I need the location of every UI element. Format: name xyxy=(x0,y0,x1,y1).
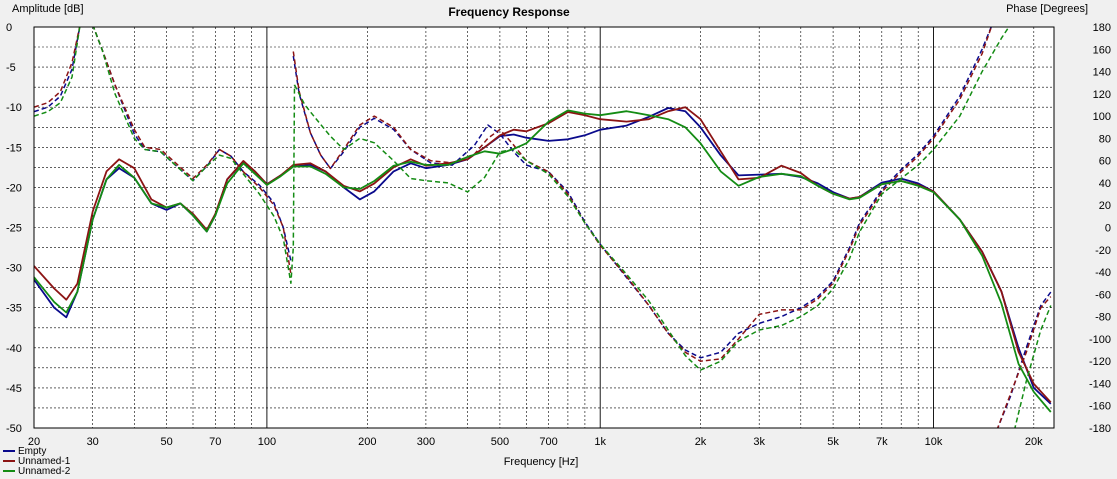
x-tick-label: 20k xyxy=(1025,436,1043,448)
phase-line xyxy=(34,27,81,113)
x-tick-label: 10k xyxy=(925,436,943,448)
x-tick-label: 20 xyxy=(28,436,40,448)
y-left-axis-label: Amplitude [dB] xyxy=(12,3,84,15)
phase-line xyxy=(996,291,1052,428)
series-group xyxy=(34,27,1052,428)
y-left-tick-label: -5 xyxy=(6,62,16,74)
x-tick-label: 700 xyxy=(539,436,557,448)
x-tick-label: 3k xyxy=(753,436,765,448)
y-left-tick-label: -30 xyxy=(6,263,22,275)
y-right-tick-label: 180 xyxy=(1093,22,1111,34)
y-right-tick-label: 60 xyxy=(1099,156,1111,168)
y-left-tick-label: -40 xyxy=(6,343,22,355)
y-left-tick-label: -15 xyxy=(6,142,22,154)
x-tick-label: 5k xyxy=(827,436,839,448)
phase-line xyxy=(293,27,1010,371)
y-right-tick-label: 80 xyxy=(1099,133,1111,145)
phase-line xyxy=(92,27,292,275)
y-right-tick-label: 20 xyxy=(1099,200,1111,212)
grid xyxy=(33,26,1054,429)
x-tick-label: 300 xyxy=(417,436,435,448)
phase-line xyxy=(1014,305,1052,428)
phase-line xyxy=(34,27,81,108)
y-left-tick-label: -35 xyxy=(6,303,22,315)
y-right-tick-label: -140 xyxy=(1089,378,1111,390)
legend-entry: Unnamed-1 xyxy=(18,456,71,467)
x-axis-label: Frequency [Hz] xyxy=(504,456,579,468)
y-right-tick-label: -120 xyxy=(1089,356,1111,368)
phase-line xyxy=(34,27,81,117)
legend-entry: Empty xyxy=(18,446,46,457)
phase-line xyxy=(92,27,296,284)
x-tick-label: 30 xyxy=(87,436,99,448)
amplitude-line xyxy=(34,109,1052,413)
chart-title: Frequency Response xyxy=(448,5,570,19)
y-left-tick-label: 0 xyxy=(6,22,12,34)
x-tick-label: 2k xyxy=(695,436,707,448)
phase-line xyxy=(292,27,993,362)
y-right-tick-label: -20 xyxy=(1095,245,1111,257)
x-tick-label: 70 xyxy=(209,436,221,448)
phase-line xyxy=(996,296,1052,428)
y-right-tick-label: 40 xyxy=(1099,178,1111,190)
x-tick-label: 200 xyxy=(358,436,376,448)
x-tick-labels: 20 30 50 70 100 200 300 500 700 1k 2k 3k 5k 7k 10k 20k xyxy=(28,436,1043,448)
y-right-tick-label: -60 xyxy=(1095,289,1111,301)
legend-entry: Unnamed-2 xyxy=(18,466,71,477)
y-left-tick-label: -45 xyxy=(6,383,22,395)
phase-line xyxy=(92,27,292,262)
x-tick-label: 100 xyxy=(258,436,276,448)
y-right-tick-label: 160 xyxy=(1093,44,1111,56)
x-tick-label: 50 xyxy=(160,436,172,448)
x-tick-label: 1k xyxy=(594,436,606,448)
y-right-tick-label: 0 xyxy=(1105,223,1111,235)
plot-border xyxy=(33,26,1055,429)
y-right-tick-label: -160 xyxy=(1089,401,1111,413)
y-left-tick-labels: 0 -5 -10 -15 -20 -25 -30 -35 -40 -45 -50 xyxy=(6,22,22,435)
y-right-tick-label: -100 xyxy=(1089,334,1111,346)
y-right-tick-label: 100 xyxy=(1093,111,1111,123)
y-right-tick-label: -80 xyxy=(1095,312,1111,324)
y-left-tick-label: -20 xyxy=(6,182,22,194)
y-right-tick-label: 140 xyxy=(1093,67,1111,79)
y-right-axis-label: Phase [Degrees] xyxy=(1006,3,1088,15)
y-right-tick-labels: 180 160 140 120 100 80 60 40 20 0 -20 -40 -60 -80 -100… xyxy=(1089,22,1111,435)
y-left-tick-label: -50 xyxy=(6,423,22,435)
y-left-tick-label: -25 xyxy=(6,223,22,235)
series-unnamed-2 xyxy=(34,27,1052,428)
x-tick-label: 7k xyxy=(876,436,888,448)
y-right-tick-label: -40 xyxy=(1095,267,1111,279)
y-right-tick-label: -180 xyxy=(1089,423,1111,435)
y-left-tick-label: -10 xyxy=(6,102,22,114)
phase-line xyxy=(292,27,993,359)
x-tick-label: 500 xyxy=(491,436,509,448)
y-right-tick-label: 120 xyxy=(1093,89,1111,101)
